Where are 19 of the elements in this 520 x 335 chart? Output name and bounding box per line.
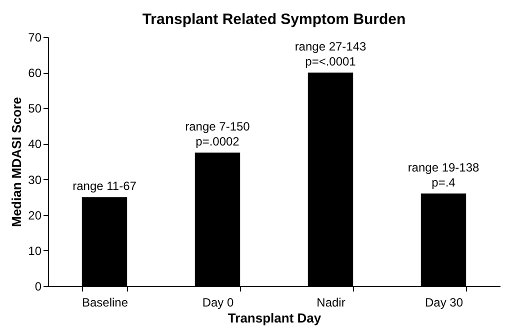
x-axis-title: Transplant Day	[228, 310, 322, 326]
chart-title: Transplant Related Symptom Burden	[142, 11, 406, 28]
y-axis-title: Median MDASI Score	[9, 96, 24, 228]
y-tick-label: 70	[28, 30, 42, 44]
y-tick-label: 40	[28, 137, 42, 152]
x-tick-label: Baseline	[82, 296, 128, 310]
y-tick-label: 60	[28, 66, 42, 80]
x-tick-label: Nadir	[316, 296, 346, 310]
x-tick-label: Day 30	[424, 296, 464, 310]
annotation: range 19-138 p=.4	[408, 160, 480, 190]
annotation: range 7-150 p=.0002	[185, 120, 250, 149]
annotation: range 27-143 p=<.0001	[294, 40, 367, 69]
annotation: range 11-67	[72, 179, 137, 194]
y-tick-label: 0	[34, 280, 42, 294]
y-tick-label: 10	[28, 244, 42, 258]
y-tick-label: 30	[28, 172, 42, 187]
y-tick-label: 20	[28, 208, 42, 222]
x-tick-label: Day 0	[202, 296, 234, 310]
y-tick-label: 50	[28, 102, 42, 116]
